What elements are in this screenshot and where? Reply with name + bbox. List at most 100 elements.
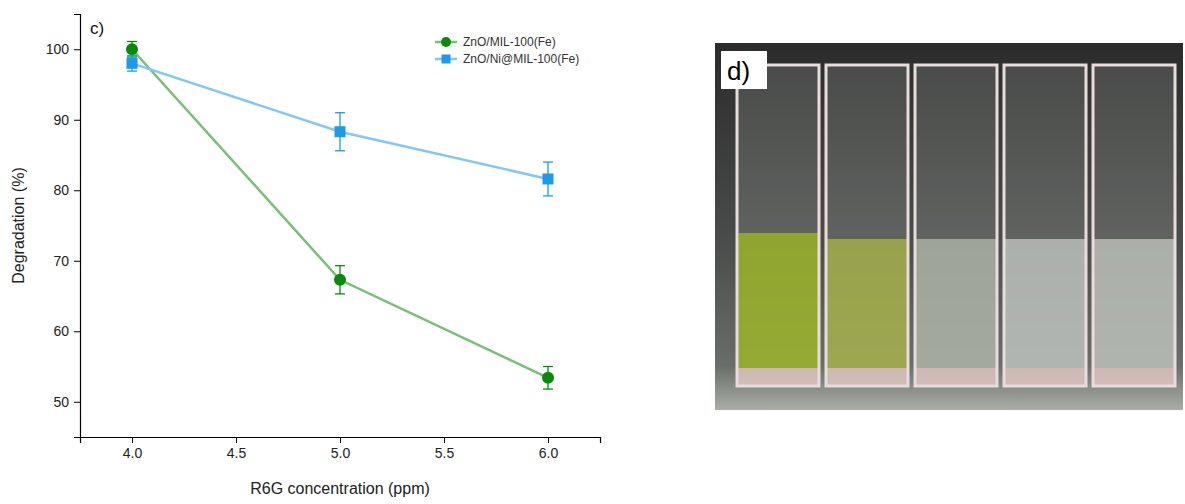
x-tick-mark — [548, 437, 549, 443]
y-tick-label: 60 — [53, 323, 69, 339]
cuvette-empty — [1004, 65, 1086, 239]
figure: 4.0 4.5 5.0 5.5 6.0 50 60 70 80 90 100 R6G concentr… — [0, 0, 1185, 504]
x-tick: 4.5 — [227, 437, 247, 461]
error-bar-cap — [335, 150, 345, 151]
x-tick-mark — [340, 437, 341, 443]
error-bar — [335, 266, 345, 294]
cuvette — [826, 65, 908, 386]
data-point — [543, 173, 554, 184]
y-tick: 80 — [53, 182, 80, 198]
photo-panel: d) — [715, 43, 1183, 410]
cuvette-liquid — [1004, 239, 1086, 368]
data-point — [334, 274, 346, 286]
cuvette-wall — [1004, 65, 1086, 386]
data-point — [542, 372, 554, 384]
cuvette-liquid — [915, 239, 997, 368]
x-tick-mark — [444, 437, 445, 443]
y-tick-mark — [74, 190, 80, 191]
data-point — [127, 58, 138, 69]
y-tick: 90 — [53, 112, 80, 128]
cuvette — [1093, 65, 1175, 386]
chart-panel: 4.0 4.5 5.0 5.5 6.0 50 60 70 80 90 100 R6G concentr… — [10, 15, 601, 498]
x-tick-label: 6.0 — [539, 445, 559, 461]
error-bar-cap — [543, 195, 553, 196]
data-point — [126, 43, 138, 55]
photo-label-box — [721, 51, 767, 89]
cuvette — [1004, 65, 1086, 386]
x-axis-title: R6G concentration (ppm) — [250, 480, 430, 497]
error-bar — [127, 41, 137, 57]
series-line — [132, 49, 548, 378]
legend-label: ZnO/Ni@MIL-100(Fe) — [463, 52, 579, 66]
y-tick: 60 — [53, 323, 80, 339]
cuvette-empty — [737, 65, 819, 233]
cuvette-base — [1093, 368, 1175, 386]
cuvette-empty — [826, 65, 908, 239]
y-axis-line — [74, 15, 81, 438]
photo-panel-label: d) — [727, 56, 750, 86]
error-bar-cap — [127, 70, 137, 71]
data-point — [335, 126, 346, 137]
x-tick-label: 5.5 — [435, 445, 455, 461]
cuvette-wall — [737, 65, 819, 386]
cuvette-liquid — [737, 233, 819, 368]
y-tick-label: 50 — [53, 394, 69, 410]
cuvette-empty — [1093, 65, 1175, 239]
y-tick-mark — [74, 331, 80, 332]
error-bar-cap — [335, 112, 345, 113]
cuvette-empty — [915, 65, 997, 239]
x-tick-label: 4.0 — [123, 445, 143, 461]
x-tick: 4.0 — [123, 437, 143, 461]
error-bar-cap — [543, 161, 553, 162]
y-tick-mark — [74, 120, 80, 121]
cuvette-base — [826, 368, 908, 386]
error-bar-cap — [127, 41, 137, 42]
x-axis-line — [81, 438, 601, 444]
cuvette-wall — [826, 65, 908, 386]
x-tick: 6.0 — [539, 437, 559, 461]
y-tick: 70 — [53, 253, 80, 269]
error-bar-cap — [543, 388, 553, 389]
legend-symbol — [441, 37, 451, 47]
plot-marks — [126, 41, 554, 389]
y-tick: 100 — [46, 41, 80, 57]
y-axis: 50 60 70 80 90 100 — [46, 15, 81, 438]
y-tick-label: 90 — [53, 112, 69, 128]
cuvette-liquid — [1093, 239, 1175, 368]
y-tick-label: 80 — [53, 182, 69, 198]
cuvette — [915, 65, 997, 386]
cuvette-base — [737, 368, 819, 386]
cuvette — [737, 65, 819, 386]
cuvette-wall — [1093, 65, 1175, 386]
legend-item: ZnO/MIL-100(Fe) — [435, 35, 556, 49]
error-bar — [543, 367, 553, 390]
cuvette-liquid — [826, 239, 908, 368]
y-tick-mark — [74, 402, 80, 403]
photo-background — [715, 43, 1183, 410]
x-tick-label: 5.0 — [331, 445, 351, 461]
x-tick: 5.0 — [331, 437, 351, 461]
error-bar — [127, 56, 137, 72]
y-tick-label: 70 — [53, 253, 69, 269]
error-bar — [335, 113, 345, 151]
x-tick-mark — [132, 437, 133, 443]
y-tick-mark — [74, 49, 80, 50]
cuvette-base — [1004, 368, 1086, 386]
cuvette-wall — [915, 65, 997, 386]
x-axis: 4.0 4.5 5.0 5.5 6.0 — [81, 437, 601, 461]
legend-label: ZnO/MIL-100(Fe) — [463, 35, 556, 49]
y-tick-mark — [74, 261, 80, 262]
legend: ZnO/MIL-100(Fe) ZnO/Ni@MIL-100(Fe) — [435, 35, 579, 66]
x-tick: 5.5 — [435, 437, 455, 461]
x-tick-label: 4.5 — [227, 445, 247, 461]
y-tick: 50 — [53, 394, 80, 410]
error-bar-cap — [127, 55, 137, 56]
error-bar-cap — [543, 366, 553, 367]
cuvette-base — [915, 368, 997, 386]
panel-label: c) — [90, 19, 104, 38]
x-tick-mark — [236, 437, 237, 443]
y-axis-title: Degradation (%) — [10, 167, 27, 284]
legend-item: ZnO/Ni@MIL-100(Fe) — [435, 52, 579, 66]
error-bar-cap — [335, 293, 345, 294]
y-tick-label: 100 — [46, 41, 70, 57]
